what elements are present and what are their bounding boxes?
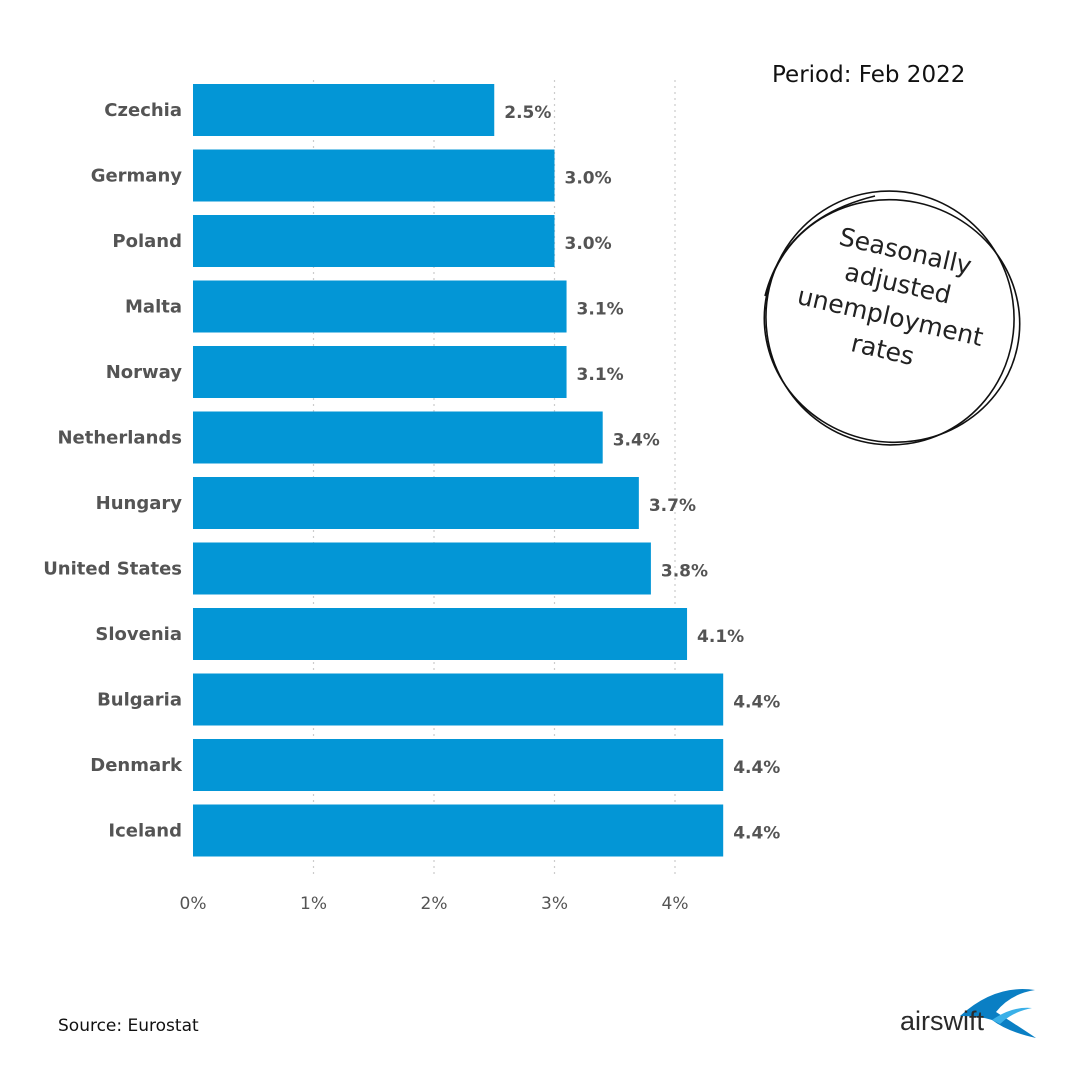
bar bbox=[193, 739, 724, 791]
value-label: 2.5% bbox=[504, 103, 551, 123]
bar bbox=[193, 673, 724, 726]
value-label: 3.7% bbox=[649, 496, 696, 516]
category-label: Iceland bbox=[108, 821, 182, 842]
value-label: 4.4% bbox=[733, 758, 780, 778]
source-label: Source: Eurostat bbox=[58, 1016, 199, 1036]
x-tick-label: 2% bbox=[421, 894, 448, 914]
annotation-stamp: Seasonally adjusted unemployment rates bbox=[763, 190, 1021, 446]
category-label: Denmark bbox=[90, 755, 183, 776]
bar bbox=[193, 280, 567, 333]
value-label: 3.8% bbox=[661, 562, 708, 582]
stamp-circle-icon bbox=[763, 190, 1021, 446]
value-label: 3.1% bbox=[577, 300, 624, 320]
category-label: Bulgaria bbox=[97, 690, 182, 711]
value-label: 4.4% bbox=[733, 824, 780, 844]
swift-bird-icon bbox=[960, 989, 1036, 1038]
value-label: 3.4% bbox=[613, 431, 660, 451]
x-tick-label: 1% bbox=[300, 894, 327, 914]
x-tick-label: 0% bbox=[180, 894, 207, 914]
value-label: 4.1% bbox=[697, 627, 744, 647]
bar bbox=[193, 477, 639, 529]
category-label: Netherlands bbox=[57, 428, 182, 449]
category-label: Malta bbox=[125, 297, 182, 318]
category-label: Germany bbox=[91, 166, 183, 187]
bar bbox=[193, 542, 651, 595]
period-label: Period: Feb 2022 bbox=[772, 62, 966, 88]
bar bbox=[193, 84, 495, 136]
logo-text: airswift bbox=[900, 1006, 985, 1036]
bar bbox=[193, 804, 724, 857]
category-label: Poland bbox=[112, 231, 182, 252]
category-label: Czechia bbox=[104, 100, 182, 121]
category-label: United States bbox=[43, 559, 182, 580]
bar bbox=[193, 608, 688, 660]
bar bbox=[193, 149, 555, 202]
bars bbox=[193, 84, 724, 857]
category-label: Norway bbox=[106, 362, 183, 383]
x-tick-label: 4% bbox=[662, 894, 689, 914]
bar bbox=[193, 215, 555, 267]
category-label: Slovenia bbox=[95, 624, 182, 645]
bar bbox=[193, 411, 603, 464]
category-label: Hungary bbox=[96, 493, 183, 514]
x-tick-label: 3% bbox=[541, 894, 568, 914]
value-label: 3.0% bbox=[565, 169, 612, 189]
value-label: 3.0% bbox=[565, 234, 612, 254]
labels: 0% 1% 2% 3% 4% Czechia 2.5% Germany 3.0% Poland 3.… bbox=[43, 100, 780, 914]
value-label: 4.4% bbox=[733, 693, 780, 713]
value-label: 3.1% bbox=[577, 365, 624, 385]
bar bbox=[193, 346, 567, 398]
